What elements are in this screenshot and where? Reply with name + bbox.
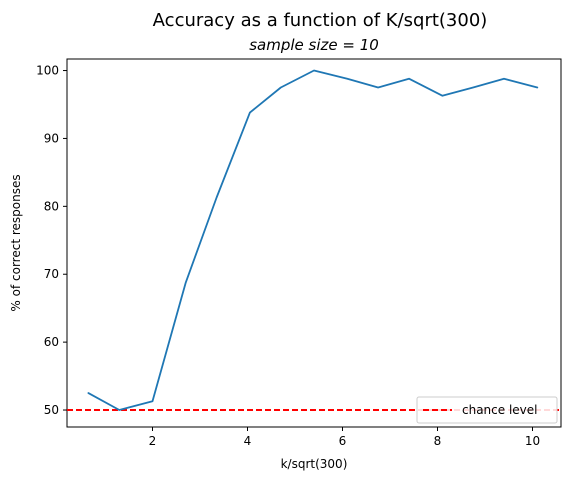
legend: chance level [416,396,558,424]
y-tick-label: 60 [44,335,59,349]
chart-title: Accuracy as a function of K/sqrt(300) [153,10,488,31]
legend-label-chance-level: chance level [462,403,538,417]
y-tick-label: 100 [36,64,59,78]
plot-frame [66,58,562,428]
x-axis-ticks: 2 4 6 8 10 [149,427,540,448]
series-lines [87,69,539,411]
y-tick-label: 70 [44,267,59,281]
chart-subtitle: sample size = 10 [249,36,379,54]
y-axis-label: % of correct responses [9,174,23,311]
accuracy-series-line [87,69,539,411]
plot-area: 50 60 70 80 90 100 2 4 6 8 10 [36,58,562,448]
x-axis-label: k/sqrt(300) [281,457,348,471]
y-tick-label: 50 [44,403,59,417]
y-tick-label: 90 [44,131,59,145]
y-axis-ticks: 50 60 70 80 90 100 [36,64,67,417]
x-tick-label: 6 [339,434,347,448]
x-tick-label: 10 [525,434,540,448]
legend-box [416,396,558,424]
x-tick-label: 4 [244,434,252,448]
y-tick-label: 80 [44,199,59,213]
x-tick-label: 8 [434,434,442,448]
x-tick-label: 2 [149,434,157,448]
